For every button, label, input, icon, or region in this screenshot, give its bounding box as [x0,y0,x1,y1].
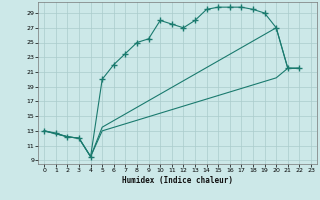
X-axis label: Humidex (Indice chaleur): Humidex (Indice chaleur) [122,176,233,185]
